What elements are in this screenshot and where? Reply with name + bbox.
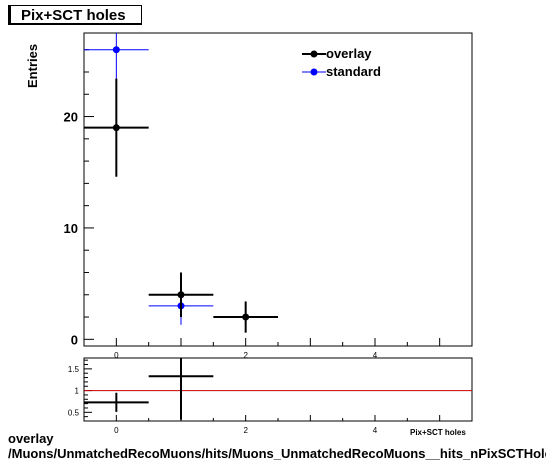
- legend-marker-standard: [310, 68, 318, 76]
- main-x-tick-label: 4: [373, 351, 378, 360]
- main-x-tick-label: 2: [243, 351, 248, 360]
- caption-line-2: /Muons/UnmatchedRecoMuons/hits/Muons_Unm…: [8, 446, 546, 461]
- histogram-title: Pix+SCT holes: [8, 5, 142, 25]
- legend-label-overlay: overlay: [326, 46, 372, 61]
- legend-label-standard: standard: [326, 64, 381, 79]
- main-overlay-point: [242, 313, 250, 321]
- ratio-y-tick-label: 1.5: [68, 365, 80, 374]
- y-axis-label: Entries: [25, 43, 40, 88]
- ratio-x-tick-label: 4: [373, 426, 378, 435]
- main-standard-point: [112, 46, 120, 54]
- ratio-x-tick-label: 0: [114, 426, 119, 435]
- main-overlay-point: [112, 124, 120, 132]
- main-y-tick-label: 0: [71, 332, 78, 347]
- ratio-y-tick-label: 0.5: [68, 408, 80, 417]
- main-overlay-point: [177, 291, 185, 299]
- main-frame: [83, 32, 473, 347]
- main-x-tick-label: 0: [114, 351, 119, 360]
- ratio-x-tick-label: 2: [243, 426, 248, 435]
- x-axis-label: Pix+SCT holes: [410, 428, 466, 435]
- caption-line-1: overlay: [8, 431, 54, 446]
- legend-marker-overlay: [310, 50, 318, 58]
- ratio-frame: [83, 357, 473, 422]
- ratio-y-tick-label: 1: [75, 387, 80, 396]
- main-y-tick-label: 10: [64, 221, 78, 236]
- main-y-tick-label: 20: [64, 110, 78, 125]
